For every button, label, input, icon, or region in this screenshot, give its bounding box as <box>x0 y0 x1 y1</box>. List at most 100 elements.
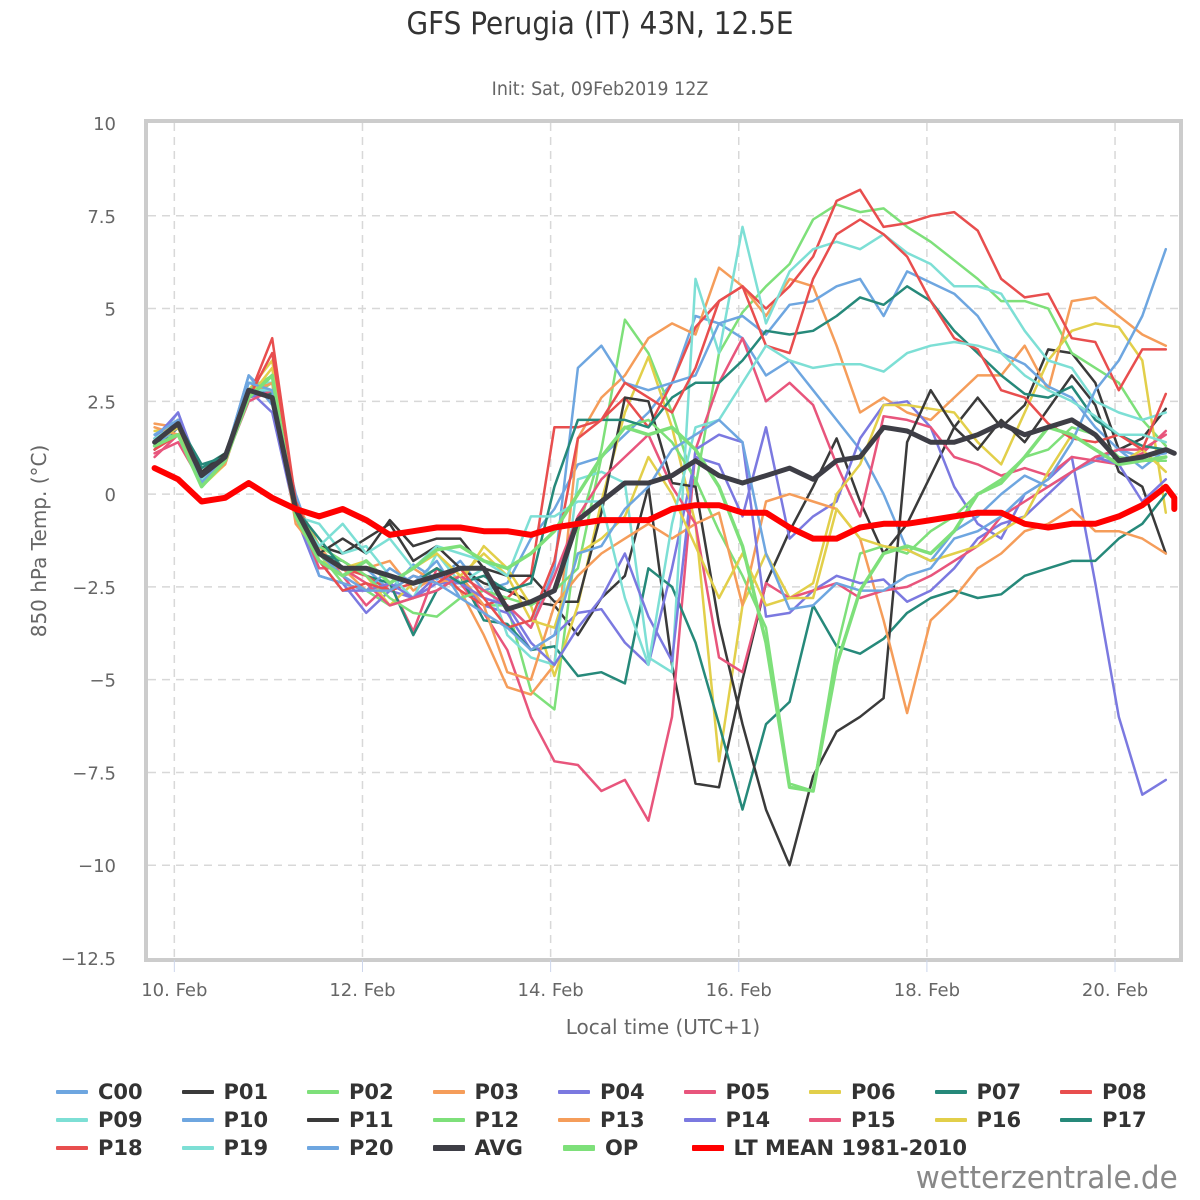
legend-label: LT MEAN 1981-2010 <box>733 1136 968 1160</box>
legend-swatch <box>56 1118 88 1122</box>
chart-subtitle: Init: Sat, 09Feb2019 12Z <box>491 78 709 100</box>
legend-item-p12[interactable]: P12 <box>432 1106 520 1134</box>
legend-label: P16 <box>976 1108 1022 1132</box>
x-tick-label: 10. Feb <box>141 980 207 1001</box>
legend-swatch <box>181 1090 214 1094</box>
legend-item-p13[interactable]: P13 <box>558 1106 645 1134</box>
legend-swatch <box>1060 1118 1092 1122</box>
legend-label: P07 <box>976 1080 1022 1104</box>
x-tick-label: 12. Feb <box>329 980 395 1001</box>
y-tick-label: 2.5 <box>87 392 116 413</box>
x-tick-label: 18. Feb <box>894 980 960 1001</box>
legend-label: P04 <box>600 1080 645 1104</box>
legend-item-p17[interactable]: P17 <box>1060 1106 1147 1134</box>
legend-swatch <box>432 1145 465 1151</box>
legend-label: P09 <box>98 1108 143 1132</box>
x-axis-ticks: 10. Feb 12. Feb 14. Feb 16. Feb 18. Feb 20. F… <box>141 960 1148 1001</box>
legend-item-p06[interactable]: P06 <box>809 1078 896 1106</box>
legend-item-p11[interactable]: P11 <box>307 1106 394 1134</box>
legend-label: P01 <box>223 1080 269 1104</box>
y-tick-label: 5 <box>105 300 116 321</box>
legend-item-c00[interactable]: C00 <box>56 1078 143 1106</box>
legend-label: P08 <box>1102 1080 1147 1104</box>
legend-label: P02 <box>349 1080 394 1104</box>
y-tick-label: −2.5 <box>72 578 116 599</box>
legend-item-p08[interactable]: P08 <box>1060 1078 1147 1106</box>
legend-item-p03[interactable]: P03 <box>432 1078 520 1106</box>
legend-swatch <box>558 1118 590 1122</box>
legend-label: P19 <box>223 1136 269 1160</box>
legend-swatch <box>563 1145 595 1151</box>
legend-swatch <box>181 1146 214 1150</box>
series-line-avg <box>152 387 1177 612</box>
legend-swatch <box>181 1118 214 1122</box>
legend-item-p05[interactable]: P05 <box>683 1078 771 1106</box>
legend-swatch <box>307 1090 339 1094</box>
series-lines <box>151 188 1178 867</box>
legend-item-p07[interactable]: P07 <box>934 1078 1022 1106</box>
legend-label: P20 <box>349 1136 394 1160</box>
series-line-p15 <box>153 388 1168 674</box>
legend-item-p01[interactable]: P01 <box>181 1078 269 1106</box>
legend-item-p20[interactable]: P20 <box>307 1134 394 1162</box>
legend-label: P18 <box>98 1136 143 1160</box>
legend-label: P14 <box>725 1108 771 1132</box>
legend-swatch <box>307 1146 339 1150</box>
series-line-p18 <box>153 218 1168 629</box>
legend-swatch <box>56 1146 88 1150</box>
legend-swatch <box>934 1118 967 1122</box>
legend-label: OP <box>605 1136 639 1160</box>
legend-label: P15 <box>851 1108 896 1132</box>
legend-item-p10[interactable]: P10 <box>181 1106 269 1134</box>
legend-label: P12 <box>474 1108 520 1132</box>
legend-item-p19[interactable]: P19 <box>181 1134 269 1162</box>
legend-item-p16[interactable]: P16 <box>934 1106 1022 1134</box>
legend-item-p14[interactable]: P14 <box>683 1106 771 1134</box>
legend-swatch <box>691 1145 724 1151</box>
x-axis-title: Local time (UTC+1) <box>566 1015 760 1039</box>
plot-frame <box>144 119 1183 962</box>
chart-title: GFS Perugia (IT) 43N, 12.5E <box>406 6 794 42</box>
legend-swatch <box>809 1118 841 1122</box>
legend-item-p02[interactable]: P02 <box>307 1078 394 1106</box>
legend-label: C00 <box>98 1080 143 1104</box>
y-tick-label: 0 <box>105 485 116 506</box>
legend-swatch <box>432 1118 465 1122</box>
legend-label: P05 <box>725 1080 771 1104</box>
y-tick-label: −10 <box>78 856 116 877</box>
legend-label: P10 <box>223 1108 269 1132</box>
series-line-p09 <box>153 225 1168 674</box>
legend-swatch <box>432 1090 465 1094</box>
legend-item-p15[interactable]: P15 <box>809 1106 896 1134</box>
legend-item-lt-mean-1981-2010[interactable]: LT MEAN 1981-2010 <box>691 1134 968 1162</box>
legend-swatch <box>558 1090 590 1094</box>
legend-label: P03 <box>474 1080 520 1104</box>
y-axis-title: 850 hPa Temp. (°C) <box>27 445 51 638</box>
y-tick-label: 7.5 <box>87 207 116 228</box>
legend-item-op[interactable]: OP <box>563 1134 638 1162</box>
series-line-p10 <box>153 270 1168 629</box>
legend-swatch <box>307 1118 339 1122</box>
legend-label: P17 <box>1102 1108 1147 1132</box>
legend-swatch <box>809 1090 841 1094</box>
legend-swatch <box>683 1090 716 1094</box>
legend-item-p18[interactable]: P18 <box>56 1134 143 1162</box>
legend-label: AVG <box>474 1136 523 1160</box>
y-tick-label: −5 <box>89 671 116 692</box>
legend-swatch <box>1060 1090 1092 1094</box>
x-tick-label: 14. Feb <box>518 980 584 1001</box>
x-tick-label: 16. Feb <box>706 980 772 1001</box>
y-tick-label: 10 <box>93 114 116 135</box>
series-line-lt-mean-1981-2010 <box>151 465 1178 542</box>
legend-swatch <box>56 1090 88 1094</box>
legend-label: P06 <box>851 1080 896 1104</box>
legend-label: P11 <box>349 1108 394 1132</box>
legend-item-avg[interactable]: AVG <box>432 1134 523 1162</box>
legend-item-p04[interactable]: P04 <box>558 1078 645 1106</box>
legend-label: P13 <box>600 1108 645 1132</box>
watermark: wetterzentrale.de <box>916 1160 1178 1196</box>
legend-item-p09[interactable]: P09 <box>56 1106 143 1134</box>
y-tick-label: −7.5 <box>72 763 116 784</box>
chart-plot: 10 7.5 5 2.5 0 −2.5 −5 −7.5 −10 −12.5 10. Feb 12. … <box>27 114 1183 1039</box>
grid <box>148 123 1179 958</box>
